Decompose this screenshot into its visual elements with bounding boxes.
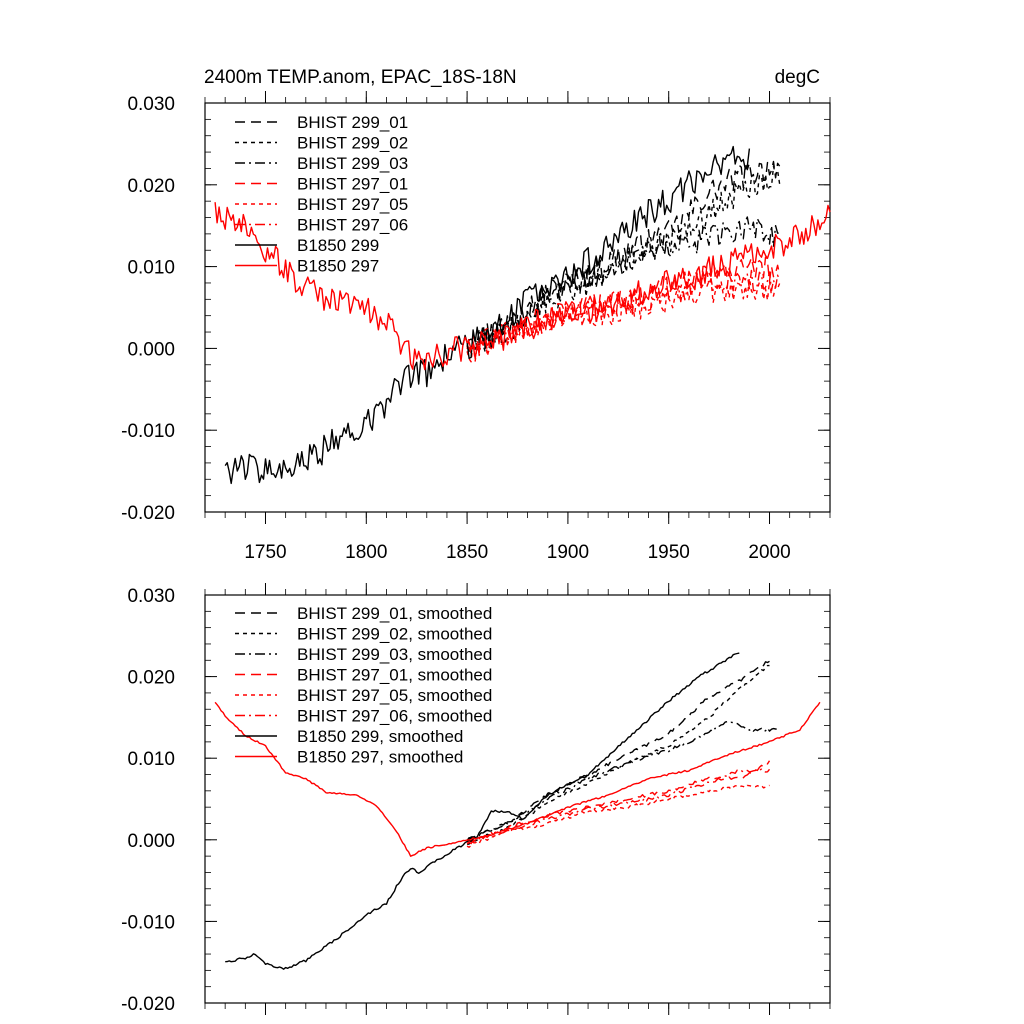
legend-label: BHIST 297_01 bbox=[297, 175, 408, 194]
plot-frame bbox=[204, 594, 831, 1004]
units-label: degC bbox=[775, 67, 820, 88]
x-tick-label: 1850 bbox=[446, 542, 488, 563]
legend-label: BHIST 299_01, smoothed bbox=[297, 604, 492, 623]
legend-label: BHIST 297_06 bbox=[297, 216, 408, 235]
legend-label: BHIST 299_02, smoothed bbox=[297, 625, 492, 644]
series-line-bhist-299-01-smoothed bbox=[466, 660, 770, 841]
series-line-bhist-297-01-smoothed bbox=[466, 760, 771, 845]
legend-label: B1850 297, smoothed bbox=[297, 748, 463, 767]
plot-frame bbox=[204, 102, 831, 513]
x-tick-label: 1950 bbox=[648, 542, 690, 563]
series-line-bhist-299-03-smoothed bbox=[466, 720, 780, 841]
x-tick-label: 1800 bbox=[345, 542, 387, 563]
legend-label: BHIST 299_02 bbox=[297, 134, 408, 153]
series-line-bhist-299-03 bbox=[466, 216, 780, 350]
y-tick-label: 0.010 bbox=[127, 749, 175, 770]
series-line-bhist-299-02-smoothed bbox=[466, 664, 770, 846]
legend-label: BHIST 299_03 bbox=[297, 154, 408, 173]
legend-label: BHIST 297_06, smoothed bbox=[297, 707, 492, 726]
legend-label: B1850 297 bbox=[297, 257, 379, 276]
series-line-b1850-297 bbox=[214, 202, 831, 371]
smoothed-panel: -0.020 -0.010 0.000 0.010 0.020 0.030 BHIST 29… bbox=[121, 583, 831, 1015]
series-line-bhist-297-05-smoothed bbox=[466, 784, 770, 848]
legend-label: BHIST 299_01 bbox=[297, 113, 408, 132]
series-line-bhist-297-06 bbox=[466, 267, 781, 357]
legend-label: BHIST 299_03, smoothed bbox=[297, 645, 492, 664]
series-line-bhist-299-02 bbox=[466, 165, 781, 354]
series-line-b1850-299 bbox=[224, 145, 751, 485]
figure-title: 2400m TEMP.anom, EPAC_18S-18N bbox=[204, 67, 517, 88]
y-tick-label: 0.020 bbox=[127, 668, 175, 689]
y-tick-label: -0.010 bbox=[121, 421, 175, 442]
y-tick-label: 0.030 bbox=[127, 94, 175, 115]
y-tick-label: 0.020 bbox=[127, 176, 175, 197]
legend-label: BHIST 297_01, smoothed bbox=[297, 666, 492, 685]
series-line-bhist-297-06-smoothed bbox=[466, 768, 771, 843]
y-tick-label: 0.030 bbox=[127, 586, 175, 607]
x-tick-label: 2000 bbox=[748, 542, 790, 563]
y-tick-label: -0.020 bbox=[121, 503, 175, 524]
y-tick-label: 0.000 bbox=[127, 831, 175, 852]
x-tick-label: 1750 bbox=[244, 542, 286, 563]
y-tick-label: 0.010 bbox=[127, 258, 175, 279]
series-line-b1850-297-smoothed bbox=[214, 701, 821, 857]
y-tick-label: -0.020 bbox=[121, 994, 175, 1015]
series-line-b1850-299-smoothed bbox=[225, 652, 740, 970]
legend-label: B1850 299, smoothed bbox=[297, 727, 463, 746]
y-tick-label: -0.010 bbox=[121, 912, 175, 933]
legend-label: BHIST 297_05, smoothed bbox=[297, 686, 492, 705]
raw-panel: -0.020 -0.010 0.000 0.010 0.020 0.030 1750 1800… bbox=[121, 91, 831, 563]
legend-label: B1850 299 bbox=[297, 236, 379, 255]
x-tick-label: 1900 bbox=[547, 542, 589, 563]
y-tick-label: 0.000 bbox=[127, 339, 175, 360]
legend-label: BHIST 297_05 bbox=[297, 195, 408, 214]
